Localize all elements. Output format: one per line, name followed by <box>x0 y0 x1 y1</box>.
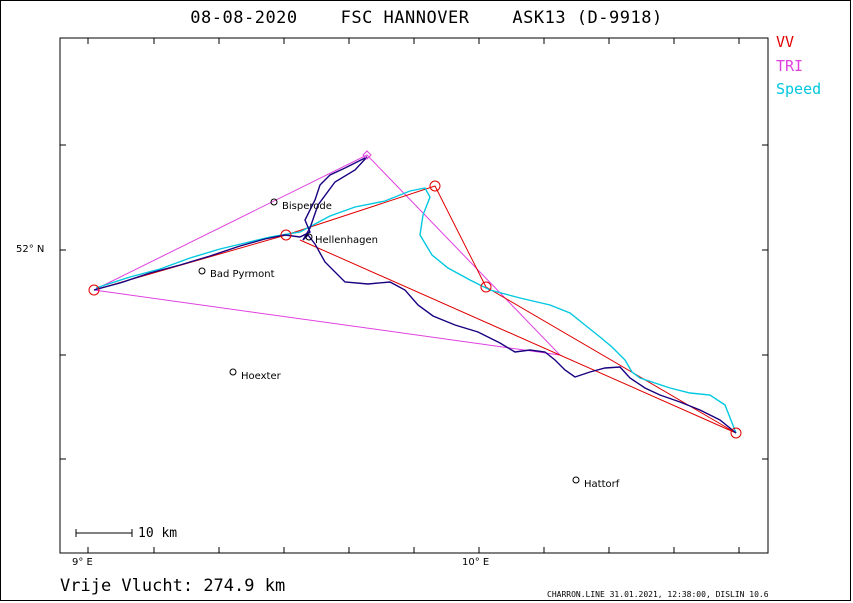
place-marker-hattorf <box>572 476 580 484</box>
speed-track <box>95 187 737 434</box>
tri-vertex-marker <box>362 150 372 160</box>
place-hellenhagen: Hellenhagen <box>315 235 379 246</box>
lon-label-10: 10° E <box>462 557 490 568</box>
place-marker-bad-pyrmont <box>198 267 206 275</box>
place-marker-hoexter <box>229 368 237 376</box>
lat-label: 52° N <box>16 244 45 255</box>
scale-bar-label: 10 km <box>138 526 178 541</box>
title-aircraft: ASK13 (D-9918) <box>512 8 663 28</box>
map-title: 08-08-2020 FSC HANNOVER ASK13 (D-9918) <box>0 8 853 28</box>
title-date: 08-08-2020 <box>190 8 298 28</box>
place-bisperode: Bisperode <box>282 201 332 212</box>
place-hattorf: Hattorf <box>584 479 620 490</box>
turnpoint-start <box>88 284 100 296</box>
tri-route <box>93 154 562 356</box>
place-marker-bisperode <box>270 198 278 206</box>
flight-track <box>93 156 737 434</box>
distance-label: Vrije Vlucht: <box>60 576 194 596</box>
title-club: FSC HANNOVER <box>340 8 470 28</box>
credit-line: CHARRON.LINE 31.01.2021, 12:38:00, DISLI… <box>547 590 769 599</box>
place-marker-hellenhagen <box>305 233 313 241</box>
lon-label-9: 9° E <box>72 557 93 568</box>
distance-value: 274.9 km <box>203 576 286 596</box>
vv-route <box>93 185 737 434</box>
turnpoint-3 <box>480 281 492 293</box>
distance-summary: Vrije Vlucht: 274.9 km <box>60 576 285 596</box>
place-hoexter: Hoexter <box>241 371 281 382</box>
legend-vv: VV <box>776 33 795 51</box>
turnpoint-4 <box>730 427 742 439</box>
turnpoint-1 <box>280 229 292 241</box>
legend-tri: TRI <box>776 57 804 75</box>
plot-border <box>59 37 769 554</box>
legend-speed: Speed <box>776 80 822 98</box>
place-bad-pyrmont: Bad Pyrmont <box>210 269 275 280</box>
turnpoint-2 <box>429 180 441 192</box>
